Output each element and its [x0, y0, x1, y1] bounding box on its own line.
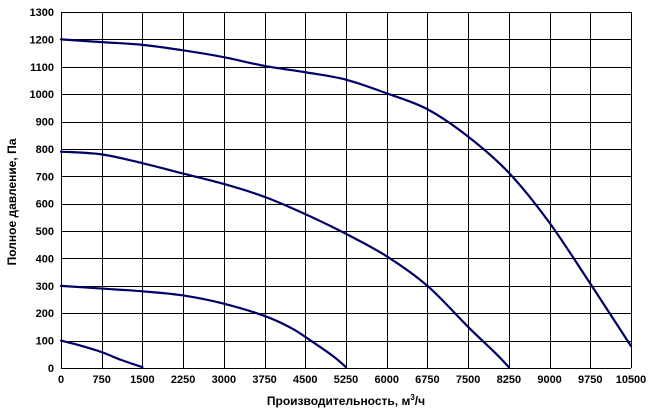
x-tick-label: 8250 — [497, 374, 521, 386]
x-axis-title-tail: /ч — [415, 394, 425, 408]
series-lines — [59, 38, 633, 369]
x-tick-label: 5250 — [334, 374, 358, 386]
x-tick-label: 4500 — [293, 374, 317, 386]
x-tick-label: 1500 — [130, 374, 154, 386]
x-tick-label: 3750 — [252, 374, 276, 386]
y-tick-label: 1300 — [30, 7, 54, 19]
y-tick-labels: 0 100 200 300 400 500 600 700 800 900 1000 1100 1200… — [30, 7, 54, 375]
series-line-curve-3 — [59, 150, 510, 369]
y-tick-label: 800 — [36, 144, 54, 156]
series-line-curve-4 — [59, 38, 633, 348]
y-tick-label: 400 — [36, 253, 54, 265]
y-tick-label: 900 — [36, 117, 54, 129]
x-tick-labels: 0 750 1500 2250 3000 3750 4500 5250 6000 6750 7500… — [58, 374, 646, 386]
y-tick-label: 700 — [36, 171, 54, 183]
x-axis-title: Производительность, м3/ч — [267, 393, 425, 408]
y-tick-label: 0 — [48, 363, 54, 375]
x-tick-label: 9000 — [537, 374, 561, 386]
x-tick-label: 10500 — [616, 374, 647, 386]
x-tick-label: 7500 — [456, 374, 480, 386]
y-axis-title: Полное давление, Па — [5, 138, 19, 265]
x-tick-label: 3000 — [212, 374, 236, 386]
y-tick-label: 1000 — [30, 89, 54, 101]
x-tick-label: 6000 — [374, 374, 398, 386]
x-tick-label: 6750 — [415, 374, 439, 386]
x-tick-label: 2250 — [171, 374, 195, 386]
y-tick-label: 200 — [36, 308, 54, 320]
x-axis-title-sup: 3 — [410, 393, 415, 402]
y-tick-label: 100 — [36, 336, 54, 348]
y-tick-label: 600 — [36, 199, 54, 211]
series-line-curve-1 — [59, 339, 144, 369]
y-tick-label: 500 — [36, 226, 54, 238]
series-line-curve-2 — [59, 284, 348, 369]
x-tick-label: 9750 — [578, 374, 602, 386]
y-tick-label: 300 — [36, 281, 54, 293]
grid — [61, 12, 632, 369]
x-axis-title-main: Производительность, м — [267, 394, 411, 408]
x-tick-label: 0 — [58, 374, 64, 386]
x-tick-label: 750 — [93, 374, 111, 386]
y-tick-label: 1100 — [30, 62, 54, 74]
y-tick-label: 1200 — [30, 34, 54, 46]
